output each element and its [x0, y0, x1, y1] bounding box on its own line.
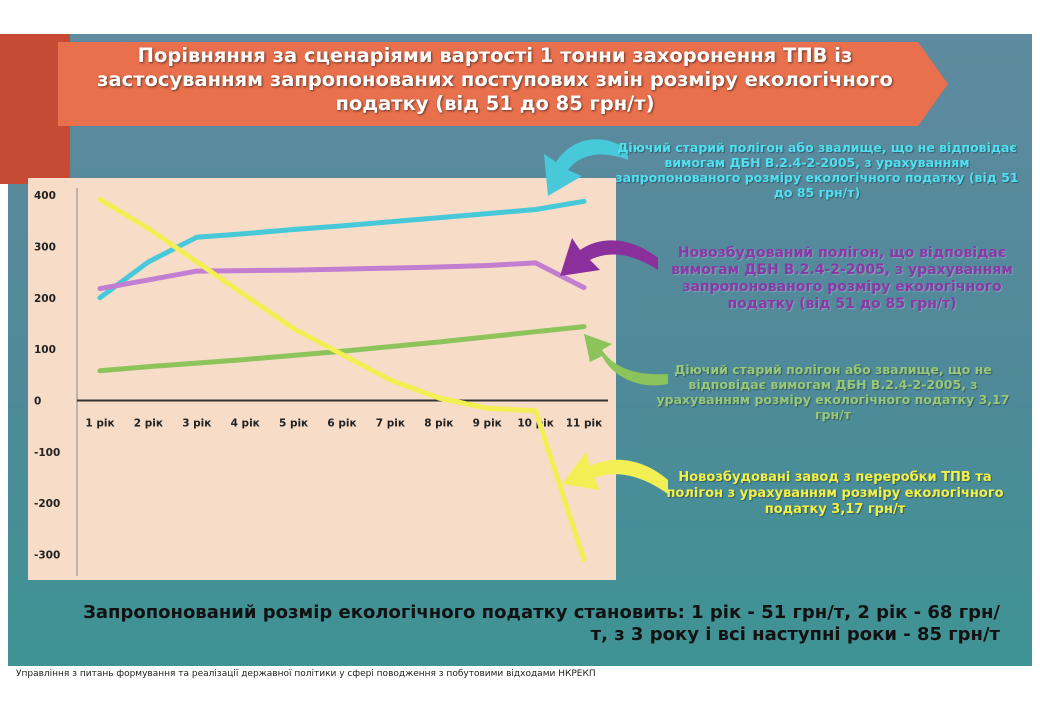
title-banner	[58, 42, 948, 126]
page-title: Порівняння за сценаріями вартості 1 тонн…	[97, 44, 893, 115]
y-tick-label: 400	[34, 190, 56, 202]
x-tick-label: 6 рік	[327, 418, 356, 430]
y-tick-label: -100	[34, 447, 60, 459]
x-tick-label: 4 рік	[231, 418, 260, 430]
annotation-purple: Новозбудований полігон, що відповідає ви…	[671, 245, 1013, 312]
y-tick-label: -200	[34, 498, 60, 510]
y-tick-label: 300	[34, 241, 56, 253]
x-tick-label: 5 рік	[279, 418, 308, 430]
x-tick-label: 3 рік	[182, 418, 211, 430]
plot-background	[28, 178, 616, 580]
yellow-arrow-icon	[562, 452, 668, 494]
series-line-cyan	[97, 198, 587, 301]
annotation-cyan: Діючий старий полігон або звалище, що не…	[615, 140, 1019, 200]
annotation-yellow: Новозбудовані завод з переробки ТПВ та п…	[666, 470, 1004, 517]
x-tick-label: 7 рік	[376, 418, 405, 430]
annotation-green: Діючий старий полігон або звалище, що не…	[656, 362, 1010, 422]
y-tick-label: 0	[34, 396, 41, 408]
x-tick-label: 1 рік	[85, 418, 114, 430]
source-bar	[8, 666, 1032, 686]
y-tick-label: -300	[34, 550, 60, 562]
y-tick-label: 200	[34, 293, 56, 305]
line-chart: 400 300 200 100 0 -100 -200 -300 1 рік 2 рік 3 рі…	[28, 178, 616, 580]
banner-shape	[58, 42, 948, 126]
tax-footnote: Запропонований розмір екологічного подат…	[83, 602, 1000, 645]
x-tick-label: 8 рік	[424, 418, 453, 430]
source-note: Управління з питань формування та реаліз…	[16, 669, 596, 679]
x-tick-label: 10 рік	[517, 418, 554, 430]
series-line-purple	[97, 260, 587, 292]
series-line-yellow	[97, 196, 587, 563]
green-arrow-icon	[584, 334, 668, 386]
x-tick-label: 2 рік	[134, 418, 163, 430]
series-line-green	[97, 324, 587, 374]
cyan-arrow-icon	[544, 139, 628, 196]
x-tick-label: 9 рік	[473, 418, 502, 430]
y-tick-label: 100	[34, 344, 56, 356]
purple-arrow-icon	[560, 238, 658, 276]
x-tick-label: 11 рік	[566, 418, 603, 430]
